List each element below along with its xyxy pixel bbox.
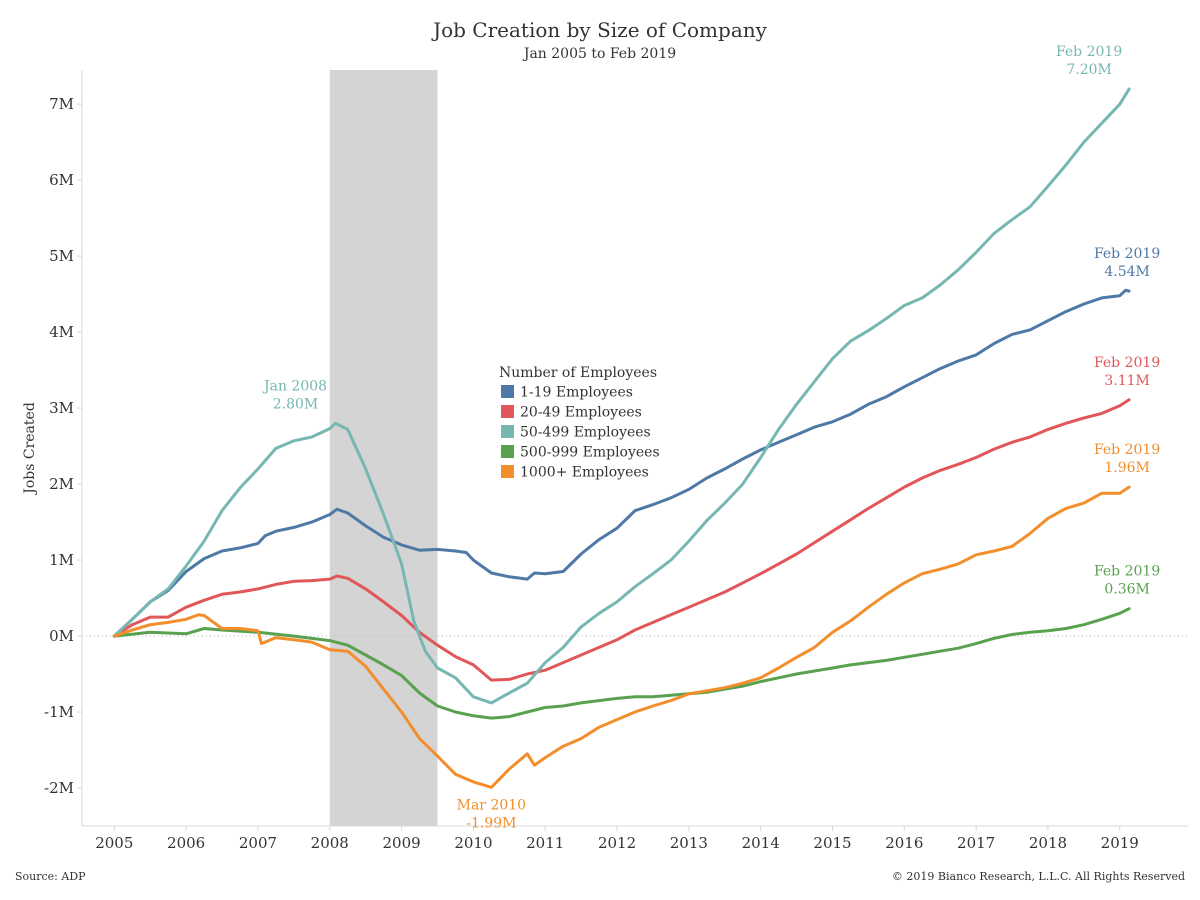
x-tick-label: 2016 [885, 834, 923, 852]
legend-item-label: 500-999 Employees [520, 445, 660, 461]
y-tick-label: 3M [49, 399, 74, 417]
x-tick-label: 2005 [95, 834, 133, 852]
x-tick-label: 2012 [598, 834, 636, 852]
legend-item-label: 1-19 Employees [520, 385, 633, 401]
series-line-1-19-employees [112, 288, 1131, 638]
x-tick-label: 2008 [311, 834, 349, 852]
annotation-label: Feb 2019 4.54M [1094, 246, 1160, 280]
y-tick-label: -2M [44, 779, 74, 797]
x-tick-label: 2013 [670, 834, 708, 852]
x-tick-label: 2019 [1101, 834, 1139, 852]
legend-swatch [501, 465, 514, 478]
legend-items: 1-19 Employees 20-49 Employees 50-499 Empl… [501, 385, 660, 481]
x-tick-label: 2006 [167, 834, 205, 852]
y-tick-label: -1M [44, 703, 74, 721]
x-tick-label: 2015 [813, 834, 851, 852]
x-tick-label: 2011 [526, 834, 564, 852]
legend-title: Number of Employees [499, 365, 657, 381]
x-tick-label: 2014 [742, 834, 780, 852]
annotations: Jan 2008 2.80M Mar 2010 -1.99M Feb 2019 7.20M… [262, 44, 1160, 831]
chart-subtitle: Jan 2005 to Feb 2019 [522, 46, 676, 62]
footer-copyright: © 2019 Bianco Research, L.L.C. All Right… [892, 870, 1185, 883]
y-axis-label: Jobs Created [22, 402, 38, 496]
annotation-label: Feb 2019 1.96M [1094, 442, 1160, 476]
legend-swatch [501, 445, 514, 458]
x-tick-label: 2010 [454, 834, 492, 852]
legend-item-label: 50-499 Employees [520, 425, 651, 441]
footer-source: Source: ADP [15, 870, 86, 883]
y-tick-label: 1M [49, 551, 74, 569]
y-axis-ticks: -2M -1M 0M 1M 2M 3M 4M 5M 6M 7M [44, 95, 82, 797]
y-tick-label: 4M [49, 323, 74, 341]
annotation-label: Feb 2019 0.36M [1094, 564, 1160, 598]
series-lines [112, 87, 1131, 789]
series-line-1000-employees [112, 485, 1131, 789]
x-tick-label: 2007 [239, 834, 277, 852]
y-tick-label: 6M [49, 171, 74, 189]
legend-swatch [501, 385, 514, 398]
legend-swatch [501, 405, 514, 418]
x-tick-label: 2017 [957, 834, 995, 852]
y-tick-label: 2M [49, 475, 74, 493]
annotation-label: Mar 2010 -1.99M [457, 797, 526, 831]
series-line-20-49-employees [112, 398, 1131, 682]
annotation-label: Feb 2019 3.11M [1094, 355, 1160, 389]
x-axis-ticks: 2005 2006 2007 2008 2009 2010 2011 2012 2013 2014… [95, 826, 1139, 852]
series-line-50-499-employees [112, 87, 1131, 705]
legend-item-label: 1000+ Employees [520, 465, 649, 481]
annotation-label: Feb 2019 7.20M [1056, 44, 1122, 78]
series-line-500-999-employees [112, 607, 1131, 720]
chart-title: Job Creation by Size of Company [431, 18, 768, 42]
y-tick-label: 5M [49, 247, 74, 265]
y-tick-label: 7M [49, 95, 74, 113]
x-tick-label: 2018 [1029, 834, 1067, 852]
recession-band [329, 70, 438, 826]
annotation-label: Jan 2008 2.80M [262, 378, 327, 412]
legend-item-label: 20-49 Employees [520, 405, 642, 421]
legend-swatch [501, 425, 514, 438]
x-tick-label: 2009 [382, 834, 420, 852]
legend: Number of Employees 1-19 Employees 20-49 … [499, 365, 660, 481]
y-tick-label: 0M [49, 627, 74, 645]
